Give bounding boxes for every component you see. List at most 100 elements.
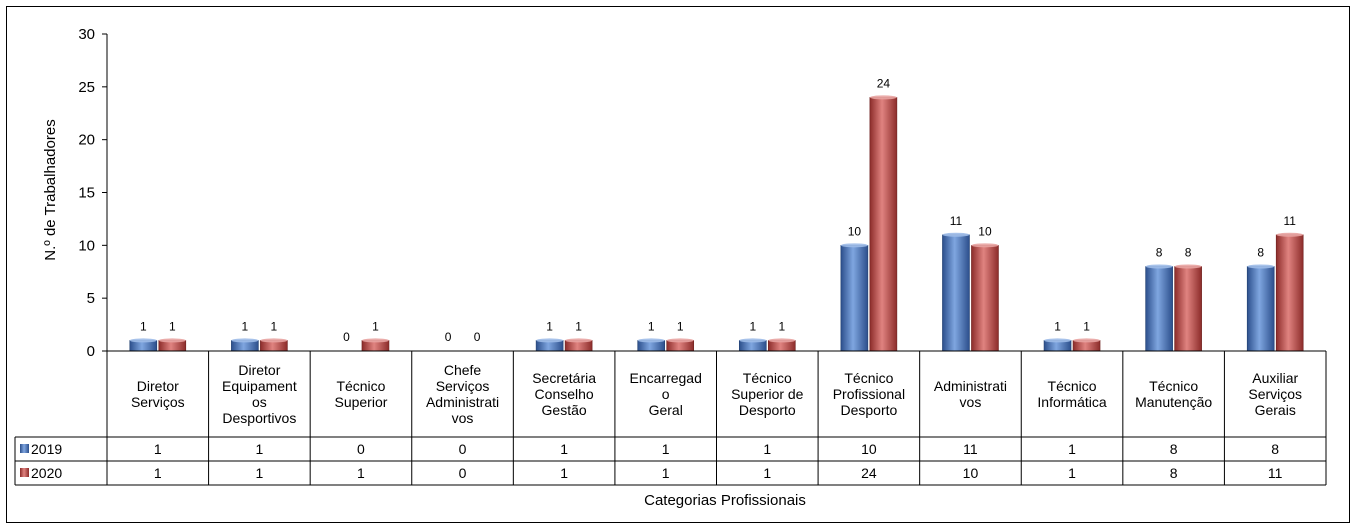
- bar-top-2020-9: [971, 243, 999, 248]
- category-label: Técnico Superior: [334, 378, 387, 410]
- table-cell-2019-3: 0: [357, 441, 365, 457]
- table-cell-2020-5: 1: [560, 465, 568, 481]
- y-axis-label: N.º de Trabalhadores: [42, 119, 59, 260]
- table-cell-2019-6: 1: [662, 441, 670, 457]
- data-label-2020-4: 0: [474, 330, 481, 344]
- data-label-2019-1: 1: [140, 319, 147, 333]
- data-label-2019-5: 1: [546, 319, 553, 333]
- bar-top-2020-11: [1174, 264, 1202, 269]
- bar-top-2020-2: [260, 338, 288, 343]
- category-label: Técnico Superior de Desporto: [731, 370, 804, 418]
- table-cell-2020-4: 0: [459, 465, 467, 481]
- data-label-2020-7: 1: [778, 319, 785, 333]
- table-cell-2020-3: 1: [357, 465, 365, 481]
- y-tick-label: 20: [78, 132, 95, 149]
- table-cell-2019-1: 1: [154, 441, 162, 457]
- y-tick-label: 30: [78, 26, 95, 43]
- bar-2020-9: [971, 245, 999, 352]
- bar-top-2020-12: [1276, 232, 1304, 237]
- data-label-2020-1: 1: [169, 319, 176, 333]
- data-label-2019-3: 0: [343, 330, 350, 344]
- data-label-2020-5: 1: [575, 319, 582, 333]
- bar-top-2020-3: [361, 338, 389, 343]
- table-cell-2020-6: 1: [662, 465, 670, 481]
- bar-top-2020-8: [869, 95, 897, 100]
- data-label-2019-11: 8: [1156, 245, 1163, 259]
- y-tick-label: 5: [87, 290, 95, 307]
- data-label-2019-7: 1: [749, 319, 756, 333]
- bar-top-2019-12: [1247, 264, 1275, 269]
- table-cell-2020-11: 8: [1170, 465, 1178, 481]
- data-label-2019-8: 10: [848, 224, 862, 238]
- y-tick-label: 10: [78, 237, 95, 254]
- legend-swatch-2020: [20, 468, 29, 477]
- category-label: Chefe Serviços Administrati vos: [426, 362, 499, 426]
- bar-2019-11: [1145, 266, 1173, 352]
- data-label-2020-12: 11: [1283, 214, 1296, 228]
- bar-2019-9: [942, 234, 970, 352]
- category-label: Técnico Profissional Desporto: [833, 370, 905, 418]
- table-cell-2019-7: 1: [763, 441, 771, 457]
- data-label-2020-10: 1: [1083, 319, 1090, 333]
- table-cell-2019-8: 10: [861, 441, 877, 457]
- data-label-2019-6: 1: [648, 319, 655, 333]
- bar-top-2019-7: [739, 338, 767, 343]
- table-cell-2020-8: 24: [861, 465, 877, 481]
- data-label-2020-9: 10: [978, 224, 992, 238]
- data-label-2019-9: 11: [950, 214, 963, 228]
- bar-top-2020-5: [565, 338, 593, 343]
- data-label-2019-4: 0: [445, 330, 452, 344]
- bar-top-2019-2: [231, 338, 259, 343]
- bar-top-2019-8: [840, 243, 868, 248]
- category-label: Diretor Serviços: [131, 378, 185, 410]
- bar-top-2019-10: [1044, 338, 1072, 343]
- table-cell-2019-2: 1: [255, 441, 263, 457]
- bar-2019-12: [1246, 266, 1275, 352]
- bar-2020-8: [869, 97, 898, 352]
- y-tick-label: 25: [78, 79, 95, 96]
- table-cell-2020-10: 1: [1068, 465, 1076, 481]
- table-cell-2019-4: 0: [459, 441, 467, 457]
- data-label-2019-2: 1: [242, 319, 249, 333]
- data-label-2020-2: 1: [271, 319, 278, 333]
- bar-top-2019-6: [637, 338, 665, 343]
- table-cell-2020-2: 1: [255, 465, 263, 481]
- category-label: Diretor Equipament os Desportivos: [222, 362, 297, 426]
- y-tick-label: 15: [78, 185, 95, 202]
- x-axis-label: Categorias Profissionais: [644, 492, 806, 509]
- data-label-2020-8: 24: [877, 76, 891, 90]
- bar-2020-12: [1275, 234, 1304, 352]
- category-label: Técnico Informática: [1037, 378, 1106, 410]
- table-cell-2019-5: 1: [560, 441, 568, 457]
- bar-top-2020-7: [768, 338, 796, 343]
- bar-2020-11: [1174, 266, 1202, 352]
- y-tick-label: 0: [87, 343, 95, 360]
- bar-top-2019-5: [536, 338, 564, 343]
- bar-top-2019-9: [942, 232, 970, 237]
- bar-top-2020-1: [158, 338, 186, 343]
- table-cell-2019-12: 8: [1271, 441, 1279, 457]
- category-label: Administrati vos: [934, 378, 1007, 410]
- category-label: Técnico Manutenção: [1135, 378, 1212, 410]
- legend-swatch-2019: [20, 444, 29, 453]
- bar-top-2020-10: [1073, 338, 1101, 343]
- data-label-2020-3: 1: [372, 319, 379, 333]
- bar-top-2019-1: [129, 338, 157, 343]
- table-cell-2019-10: 1: [1068, 441, 1076, 457]
- data-label-2019-10: 1: [1054, 319, 1061, 333]
- table-cell-2019-9: 11: [963, 441, 978, 457]
- category-label: Encarregad o Geral: [630, 370, 702, 418]
- table-cell-2020-7: 1: [763, 465, 771, 481]
- category-label: Secretária Conselho Gestão: [532, 370, 596, 418]
- data-label-2020-11: 8: [1185, 245, 1192, 259]
- legend-label-2019: 2019: [31, 441, 62, 457]
- table-cell-2020-9: 10: [963, 465, 979, 481]
- table-cell-2019-11: 8: [1170, 441, 1178, 457]
- data-label-2019-12: 8: [1257, 245, 1264, 259]
- table-cell-2020-1: 1: [154, 465, 162, 481]
- data-label-2020-6: 1: [677, 319, 684, 333]
- legend-label-2020: 2020: [31, 465, 62, 481]
- chart-frame: [6, 6, 1350, 523]
- table-cell-2020-12: 11: [1268, 465, 1283, 481]
